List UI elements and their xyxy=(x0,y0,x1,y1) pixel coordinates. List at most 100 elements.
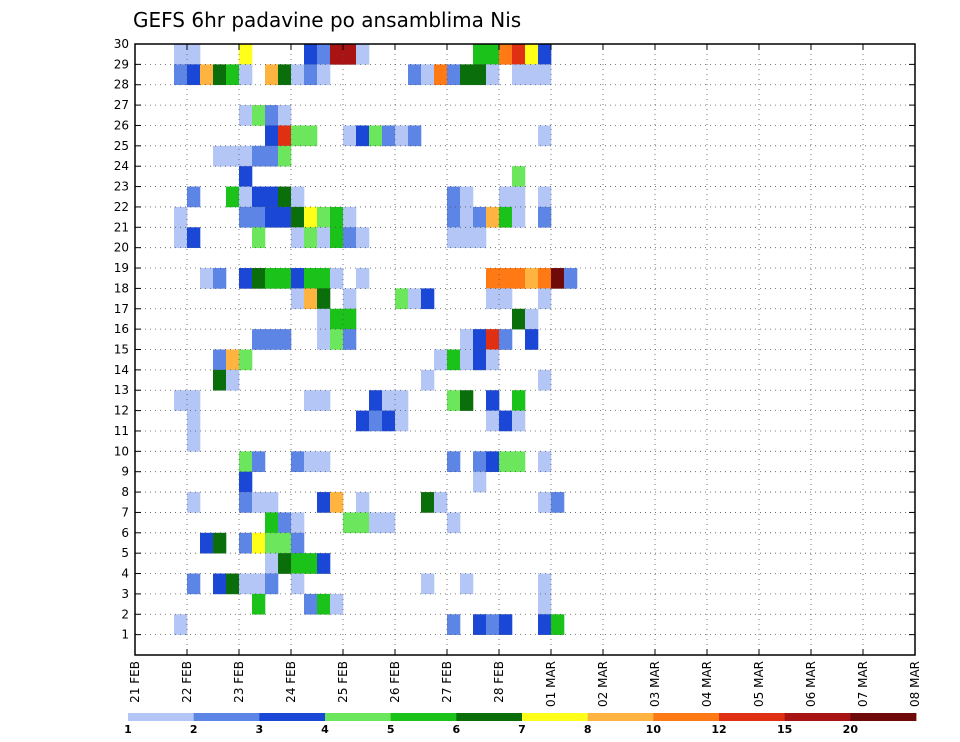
heatmap-cell xyxy=(356,410,370,432)
heatmap-cell xyxy=(239,166,253,187)
heatmap-cell xyxy=(278,186,292,208)
heatmap-cell xyxy=(538,186,552,208)
heatmap-cell xyxy=(512,451,526,472)
heatmap-cell xyxy=(213,573,227,595)
heatmap-cell xyxy=(356,492,370,513)
heatmap-cell xyxy=(252,593,266,615)
heatmap-cell xyxy=(330,227,344,248)
heatmap-cell xyxy=(512,308,526,330)
heatmap-cell xyxy=(226,64,240,86)
heatmap-cell xyxy=(382,410,396,432)
heatmap-cell xyxy=(187,227,201,248)
heatmap-cell xyxy=(343,512,357,534)
heatmap-cell xyxy=(447,390,461,411)
heatmap-cell xyxy=(499,451,513,472)
heatmap-cell xyxy=(265,553,279,574)
heatmap-cell xyxy=(525,64,539,86)
legend-label: 7 xyxy=(518,723,526,736)
heatmap-cell xyxy=(499,614,513,635)
heatmap-cell xyxy=(265,186,279,208)
heatmap-cell xyxy=(499,44,513,65)
heatmap-cell xyxy=(538,614,552,635)
y-tick-label: 11 xyxy=(114,424,129,438)
heatmap-cell xyxy=(460,227,474,248)
heatmap-cell xyxy=(343,329,357,350)
heatmap-cell xyxy=(486,410,500,432)
heatmap-cell xyxy=(252,206,266,228)
heatmap-cell xyxy=(538,593,552,615)
heatmap-cell xyxy=(499,410,513,432)
heatmap-cell xyxy=(291,512,305,534)
heatmap-cell xyxy=(421,288,435,310)
heatmap-cell xyxy=(369,390,383,411)
legend-label: 8 xyxy=(584,723,592,736)
heatmap-cell xyxy=(525,44,539,65)
heatmap-cell xyxy=(512,390,526,411)
legend-swatch xyxy=(128,713,195,721)
x-tick-label: 02 MAR xyxy=(596,661,610,707)
color-legend: 1 2 3 4 5 6 7 8 10 12 15 20 xyxy=(124,713,917,736)
heatmap-cell xyxy=(239,44,253,65)
heatmap-cell xyxy=(395,390,409,411)
heatmap-cell xyxy=(213,349,227,371)
heatmap-cell xyxy=(356,227,370,248)
heatmap-cell xyxy=(343,308,357,330)
heatmap-cell xyxy=(538,492,552,513)
x-tick-label: 28 FEB xyxy=(492,661,506,703)
heatmap-cell xyxy=(486,206,500,228)
heatmap-cell xyxy=(304,451,318,472)
heatmap-cell xyxy=(239,471,253,493)
heatmap-cell xyxy=(408,125,422,147)
x-tick-label: 07 MAR xyxy=(856,661,870,707)
y-tick-label: 30 xyxy=(114,37,129,51)
heatmap-cell xyxy=(239,186,253,208)
heatmap-cell xyxy=(343,125,357,147)
heatmap-cell xyxy=(473,206,487,228)
heatmap-cell xyxy=(252,145,266,167)
x-tick-label: 01 MAR xyxy=(544,661,558,707)
heatmap-cell xyxy=(499,329,513,350)
heatmap-cell xyxy=(538,44,552,65)
heatmap-cell xyxy=(408,288,422,310)
heatmap-cell xyxy=(356,44,370,65)
legend-swatch xyxy=(456,713,523,721)
legend-swatch xyxy=(522,713,589,721)
heatmap-cell xyxy=(473,471,487,493)
heatmap-cell xyxy=(395,410,409,432)
x-tick-label: 03 MAR xyxy=(648,661,662,707)
heatmap-cell xyxy=(317,390,331,411)
heatmap-cell xyxy=(317,206,331,228)
heatmap-cell xyxy=(473,329,487,350)
heatmap-cell xyxy=(304,390,318,411)
heatmap-cell xyxy=(499,186,513,208)
heatmap-cell xyxy=(330,268,344,289)
heatmap-cell xyxy=(330,44,344,65)
heatmap-cell xyxy=(291,125,305,147)
heatmap-cell xyxy=(174,206,188,228)
y-tick-label: 23 xyxy=(114,180,129,194)
x-axis: 21 FEB 22 FEB 23 FEB 24 FEB 25 FEB 26 FEB 27 F… xyxy=(128,44,922,707)
heatmap-cell xyxy=(343,288,357,310)
heatmap-cell xyxy=(239,349,253,371)
x-tick-label: 24 FEB xyxy=(284,661,298,703)
x-tick-label: 23 FEB xyxy=(232,661,246,703)
legend-swatch xyxy=(193,713,260,721)
y-tick-label: 21 xyxy=(114,220,129,234)
heatmap-cell xyxy=(395,125,409,147)
heatmap-cell xyxy=(538,268,552,289)
legend-label: 3 xyxy=(256,723,264,736)
heatmap-cell xyxy=(291,64,305,86)
heatmap-cell xyxy=(252,492,266,513)
heatmap-cell xyxy=(278,532,292,554)
heatmap-cell xyxy=(174,614,188,635)
heatmap-cell xyxy=(252,268,266,289)
heatmap-cell xyxy=(187,186,201,208)
heatmap-cell xyxy=(460,64,474,86)
legend-label: 2 xyxy=(190,723,198,736)
heatmap-cell xyxy=(460,390,474,411)
heatmap-cell xyxy=(187,430,201,452)
heatmap-cell xyxy=(252,186,266,208)
legend-swatch xyxy=(259,713,326,721)
y-tick-label: 26 xyxy=(114,118,129,132)
heatmap-cell xyxy=(239,105,253,126)
